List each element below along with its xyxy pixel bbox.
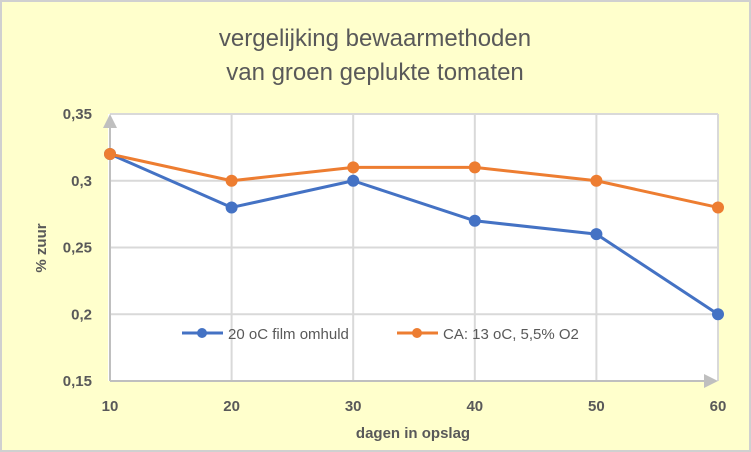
x-tick-label: 30 — [345, 398, 362, 415]
x-axis-arrow-icon — [704, 374, 718, 388]
y-tick-label: 0,3 — [71, 173, 92, 190]
chart-title-line-1: vergelijking bewaarmethoden — [219, 25, 531, 52]
data-point-series-1 — [712, 308, 724, 321]
y-tick-label: 0,15 — [63, 373, 92, 390]
y-tick-label: 0,25 — [63, 240, 92, 257]
data-point-series-2 — [590, 174, 603, 187]
x-tick-label: 10 — [102, 398, 119, 415]
y-tick-label: 0,2 — [71, 306, 92, 323]
legend-marker-series-2 — [412, 328, 422, 338]
data-point-series-2 — [468, 161, 481, 174]
data-point-series-2 — [712, 201, 724, 214]
data-point-series-2 — [104, 148, 116, 161]
data-point-series-2 — [347, 161, 360, 174]
data-point-series-2 — [225, 174, 238, 187]
x-tick-label: 40 — [466, 398, 483, 415]
data-point-series-1 — [590, 228, 603, 241]
y-axis-label: % zuur — [33, 223, 50, 272]
x-tick-label: 50 — [588, 398, 605, 415]
x-tick-label: 20 — [223, 398, 240, 415]
data-point-series-1 — [225, 201, 238, 214]
chart-title-line-2: van groen geplukte tomaten — [226, 59, 524, 86]
legend-label-series-1: 20 oC film omhuld — [228, 326, 349, 343]
data-point-series-1 — [468, 214, 481, 227]
legend-marker-series-1 — [197, 328, 207, 338]
legend-label-series-2: CA: 13 oC, 5,5% O2 — [443, 326, 579, 343]
legend: 20 oC film omhuld CA: 13 oC, 5,5% O2 — [182, 326, 579, 343]
series-line-1 — [109, 152, 719, 316]
data-point-series-1 — [347, 174, 360, 187]
x-axis-label: dagen in opslag — [356, 425, 470, 442]
y-axis-arrow-icon — [103, 114, 117, 128]
y-tick-label: 0,35 — [63, 106, 92, 123]
series-line-2 — [109, 152, 719, 209]
x-tick-label: 60 — [710, 398, 727, 415]
